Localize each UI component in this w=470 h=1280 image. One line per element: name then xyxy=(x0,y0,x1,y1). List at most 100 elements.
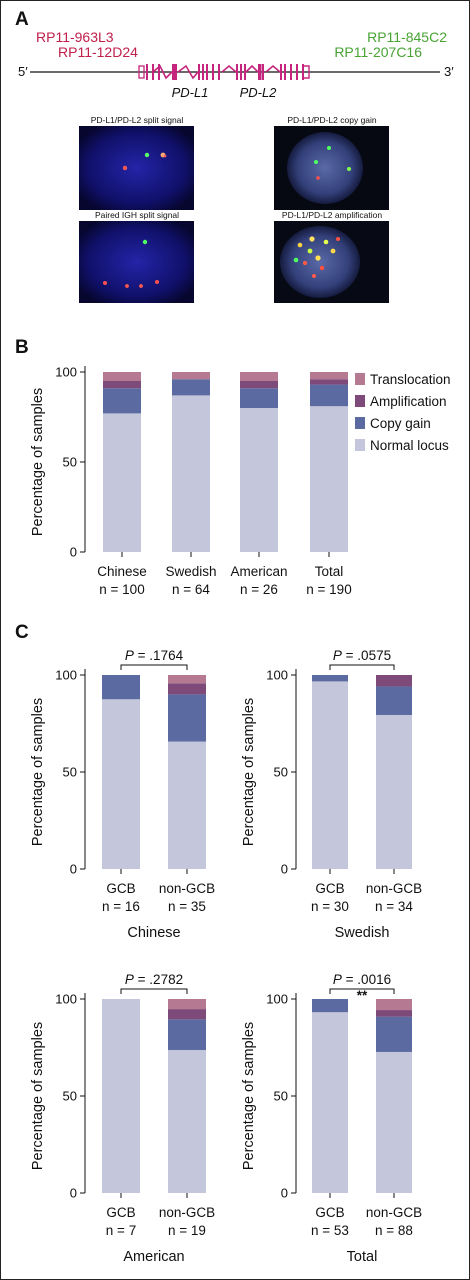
fish-signal-green xyxy=(347,167,351,171)
x-category-label: GCB xyxy=(315,1205,344,1220)
bar-segment-translocation xyxy=(376,999,412,1011)
y-tick-label: 0 xyxy=(70,545,77,560)
fish-signal-red xyxy=(312,274,316,278)
exon-mark xyxy=(212,64,214,80)
exon-mark xyxy=(244,64,246,80)
chart-panel-b: 0 50 100 Percentage of samples Chinese n = 10… xyxy=(30,365,451,598)
bar-segment-normal-locus xyxy=(376,1051,412,1193)
exon-mark xyxy=(172,64,176,80)
y-tick-label: 50 xyxy=(274,1089,288,1104)
y-tick-label: 100 xyxy=(55,992,77,1007)
x-category-label: non-GCB xyxy=(366,881,422,896)
amplified-signal-cluster xyxy=(293,236,340,278)
five-prime-label: 5′ xyxy=(18,64,28,79)
bar-segment-translocation xyxy=(240,372,278,381)
x-category-label: non-GCB xyxy=(159,1205,215,1220)
x-category-label: non-GCB xyxy=(159,881,215,896)
bar-segment-amplification xyxy=(168,1009,206,1020)
x-sample-size-label: n = 64 xyxy=(172,582,210,597)
fish-signal-red xyxy=(103,281,107,285)
gene-structure-map xyxy=(138,64,310,80)
y-axis-label: Percentage of samples xyxy=(241,1022,257,1170)
p-value-number: = .0016 xyxy=(342,972,391,987)
bar-segment-translocation xyxy=(168,999,206,1010)
significance-bracket xyxy=(120,988,188,994)
y-tick-label: 50 xyxy=(63,455,77,470)
significance-stars: ** xyxy=(357,988,368,1003)
bar-segment-amplification xyxy=(376,1010,412,1017)
fish-signal-yellow xyxy=(307,248,313,254)
p-value-label: P = .0016 xyxy=(333,972,391,987)
bar-segment-copy-gain xyxy=(240,388,278,408)
bar-segment-copy-gain xyxy=(376,1016,412,1052)
exon-mark xyxy=(198,64,200,80)
bar-segment-translocation xyxy=(168,675,206,684)
fish-signal-red xyxy=(336,237,340,241)
exon-mark xyxy=(290,64,292,80)
fish-signal-green xyxy=(314,160,318,164)
bar-segment-copy-gain xyxy=(102,675,140,700)
chart-panel-c-total: 0 50 100 Percentage of samples GCB n = 53 non-… xyxy=(241,972,422,1265)
x-category-label: GCB xyxy=(106,881,135,896)
fish-signal-red xyxy=(122,165,128,171)
p-value-number: = .1764 xyxy=(134,648,184,663)
legend-label-normal-locus: Normal locus xyxy=(370,438,449,453)
significance-bracket xyxy=(120,664,188,670)
x-sample-size-label: n = 34 xyxy=(375,899,413,914)
fish-signal-yellow xyxy=(297,242,303,248)
p-value-number: = .0575 xyxy=(342,648,391,663)
bar-segment-copy-gain xyxy=(376,686,412,715)
chart-panel-c-swedish: 0 50 100 Percentage of samples GCB n = 30 non-… xyxy=(241,648,422,941)
gene-label-pd-l1: PD-L1 xyxy=(172,85,209,100)
exon-mark xyxy=(175,64,177,80)
x-category-label: Swedish xyxy=(165,564,216,579)
exon-mark xyxy=(240,64,242,80)
y-tick-label: 50 xyxy=(63,765,77,780)
y-tick-label: 0 xyxy=(281,1186,288,1201)
clone-label-right-1: RP11-845C2 xyxy=(367,29,447,45)
exon-mark xyxy=(280,64,282,80)
bar-segment-copy-gain xyxy=(103,388,141,414)
x-category-label: Chinese xyxy=(97,564,147,579)
legend-label-copy-gain: Copy gain xyxy=(370,416,431,431)
legend-swatch-copy-gain xyxy=(355,417,365,429)
bar-segment-amplification xyxy=(376,675,412,687)
y-axis-label: Percentage of samples xyxy=(30,698,46,846)
three-prime-label: 3′ xyxy=(444,64,454,79)
bar-segment-amplification xyxy=(240,381,278,389)
micrograph-igh-split xyxy=(79,221,194,303)
exon-mark xyxy=(202,64,204,80)
bar-segment-copy-gain xyxy=(312,999,348,1013)
significance-bracket xyxy=(329,988,395,994)
bar-segment-translocation xyxy=(310,372,348,380)
exon-mark xyxy=(158,64,160,80)
x-sample-size-label: n = 30 xyxy=(311,899,349,914)
exon-mark xyxy=(206,64,208,80)
x-category-label: American xyxy=(230,564,287,579)
p-value-number: = .2782 xyxy=(134,972,183,987)
group-title: Chinese xyxy=(127,925,180,941)
x-category-label: Total xyxy=(315,564,344,579)
bar-segment-amplification xyxy=(168,683,206,695)
y-axis-label: Percentage of samples xyxy=(241,698,257,846)
panel-c-letter: C xyxy=(15,622,29,643)
fish-signal-red xyxy=(316,176,320,180)
fish-signal-red xyxy=(302,260,308,266)
exon-mark xyxy=(218,64,220,80)
bar-segment-normal-locus xyxy=(310,406,348,552)
clone-label-left-1: RP11-963L3 xyxy=(36,29,114,45)
bar-segment-copy-gain xyxy=(168,694,206,742)
y-tick-label: 100 xyxy=(55,365,77,380)
y-tick-label: 50 xyxy=(274,765,288,780)
bar-segment-normal-locus xyxy=(168,1050,206,1193)
group-title: American xyxy=(123,1249,184,1265)
x-category-label: non-GCB xyxy=(366,1205,422,1220)
p-value-symbol: P xyxy=(333,972,342,987)
fish-signal-green xyxy=(293,257,299,263)
bar-segment-normal-locus xyxy=(312,1012,348,1193)
p-value-symbol: P xyxy=(125,972,134,987)
fish-signal-yellow xyxy=(323,239,329,245)
bar-segment-normal-locus xyxy=(376,714,412,869)
exon-mark xyxy=(236,64,238,80)
exon-mark xyxy=(302,65,310,79)
